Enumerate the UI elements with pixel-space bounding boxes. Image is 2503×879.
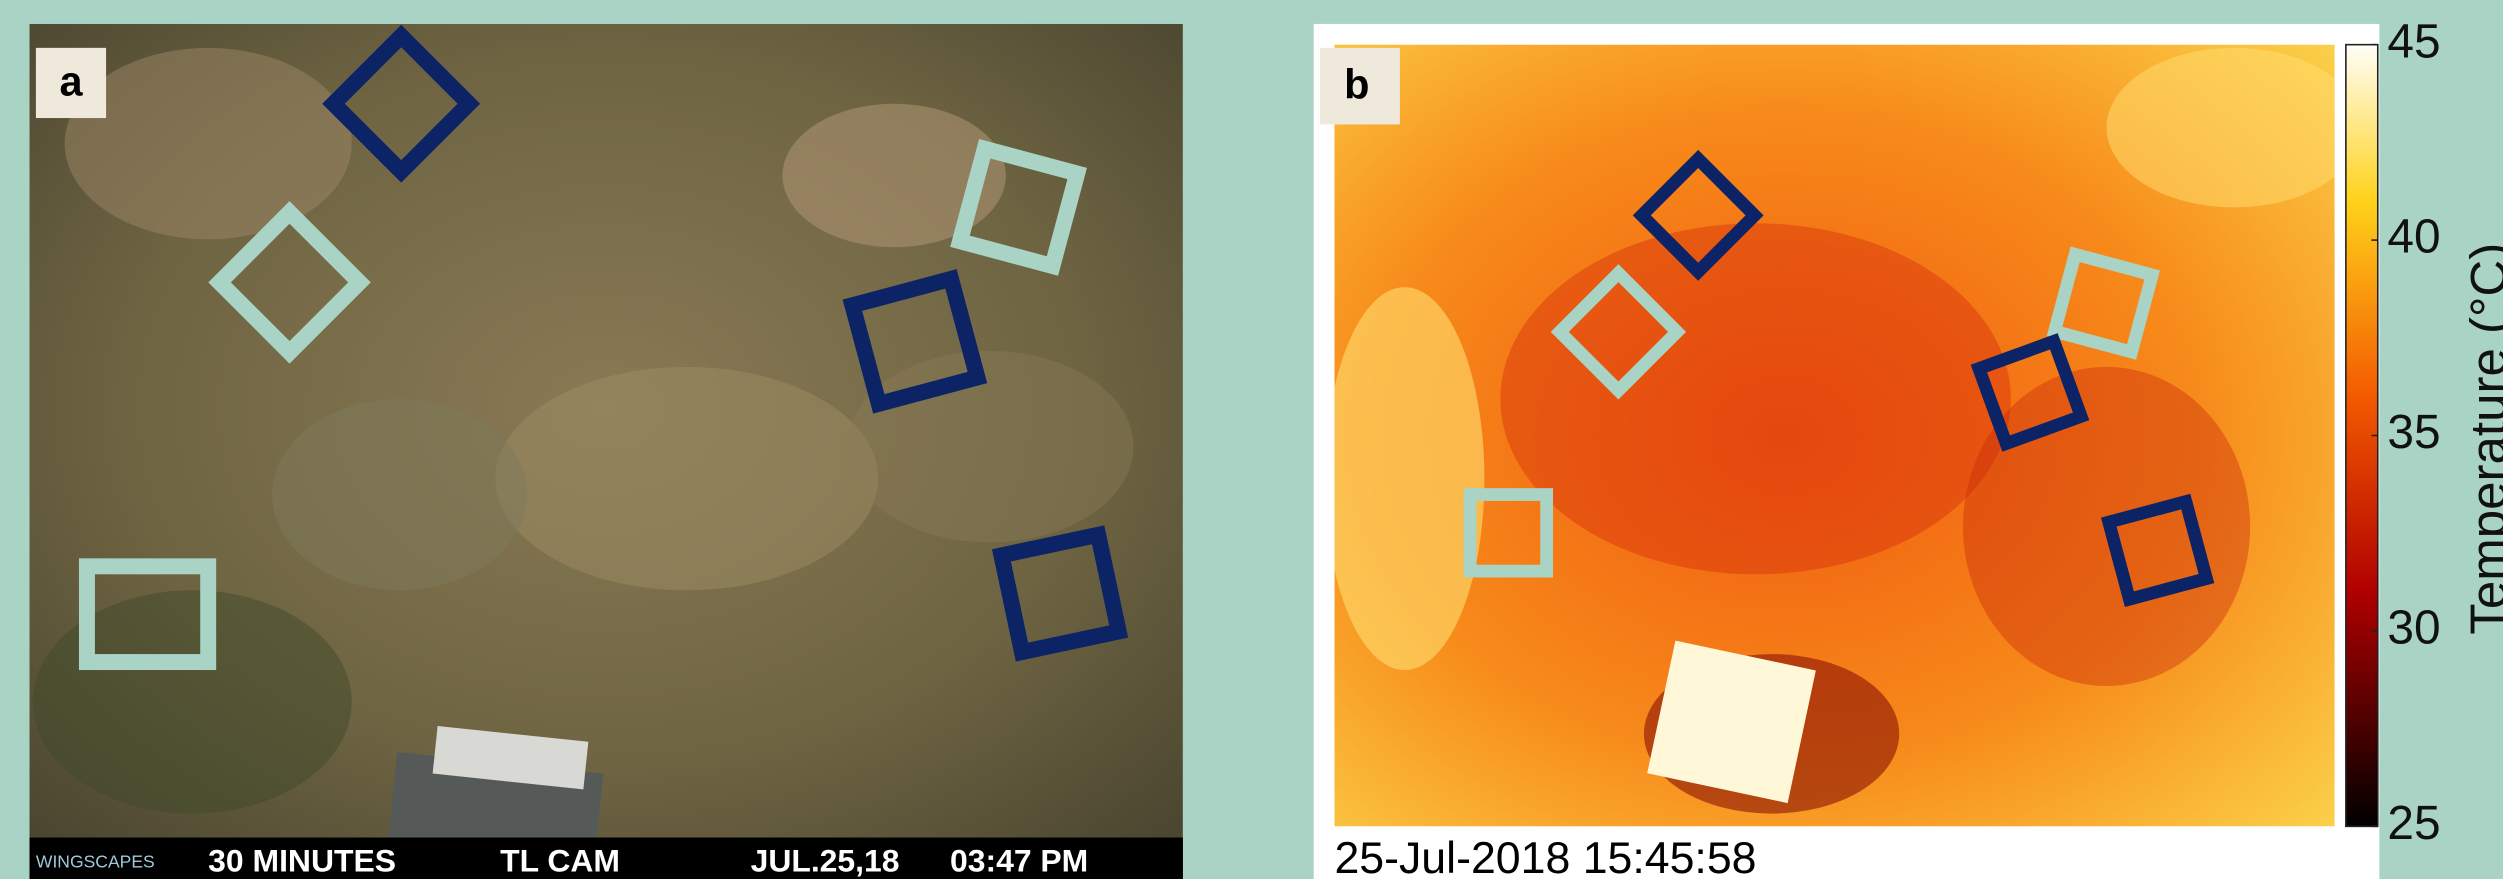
footer-text: TL CAM [500, 842, 620, 878]
footer-text: JUL.25,18 [751, 842, 900, 878]
page: WINGSCAPES 30 MINUTES TL CAM JUL.25,18 03:47… [0, 0, 2503, 879]
figure: WINGSCAPES 30 MINUTES TL CAM JUL.25,18 03:47… [0, 0, 2503, 879]
footer-text: WINGSCAPES [36, 852, 155, 872]
colorbar-tick-label: 35 [2387, 406, 2440, 459]
colorbar-tick-label: 30 [2387, 602, 2440, 655]
thermal-image [1325, 45, 2362, 827]
panel-label: a [59, 58, 83, 105]
panel-label: b [1344, 61, 1369, 108]
colorbar-tick-label: 25 [2387, 797, 2440, 850]
footer-text: 03:47 PM [950, 842, 1088, 878]
colorbar-tick-label: 45 [2387, 15, 2440, 68]
footer-text: 30 MINUTES [208, 842, 396, 878]
timestamp: 25-Jul-2018 15:45:58 [1334, 834, 1756, 879]
colorbar-tick-label: 40 [2387, 211, 2440, 264]
colorbar-label: Temperature (°C) [2460, 243, 2503, 635]
colorbar: 25 30 35 40 45 [2346, 15, 2441, 850]
